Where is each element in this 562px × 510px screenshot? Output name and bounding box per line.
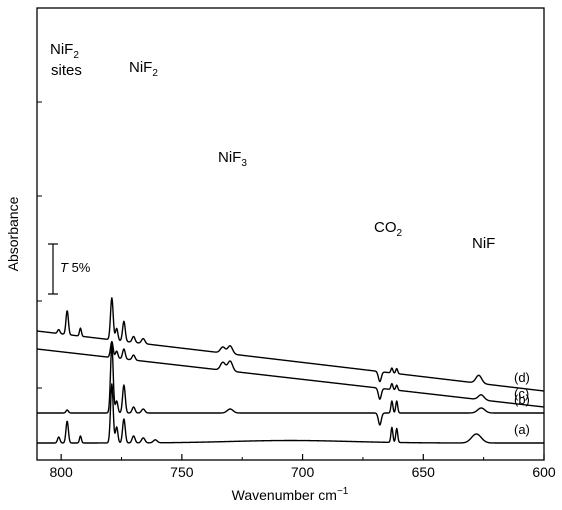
series-label-c: (c) bbox=[514, 386, 529, 401]
annotation-nif3: NiF3 bbox=[218, 149, 247, 169]
x-tick-label: 650 bbox=[412, 464, 436, 480]
axis-ticks: 800 750 700 650 600 bbox=[37, 101, 556, 480]
transmittance-scale-bar: T 5% bbox=[48, 243, 91, 295]
spectrum-line-d bbox=[36, 297, 544, 392]
annotation-co2: CO2 bbox=[374, 219, 403, 239]
series-label-d: (d) bbox=[514, 370, 530, 385]
svg-text:NiF3: NiF3 bbox=[218, 149, 247, 169]
x-tick-label: 750 bbox=[170, 464, 194, 480]
spectrum-line-b bbox=[36, 344, 544, 426]
svg-text:T 5%: T 5% bbox=[60, 260, 91, 275]
x-axis-label: Wavenumber cm−1 bbox=[232, 486, 349, 503]
x-tick-label: 800 bbox=[49, 464, 73, 480]
y-axis-label: Absorbance bbox=[5, 196, 21, 271]
annotation-nif2: NiF2 bbox=[129, 59, 158, 79]
svg-text:CO2: CO2 bbox=[374, 219, 403, 239]
spectrum-line-c bbox=[36, 340, 544, 408]
svg-text:NiF2: NiF2 bbox=[129, 59, 158, 79]
svg-text:NiF2: NiF2 bbox=[50, 41, 79, 61]
annotation-nif: NiF bbox=[472, 235, 495, 252]
peak-annotations: NiF2 sites NiF2 NiF3 CO2 NiF bbox=[50, 41, 495, 252]
series-labels: (a) (b)(c)(d) bbox=[514, 370, 530, 437]
plot-frame bbox=[36, 7, 545, 461]
svg-text:NiF: NiF bbox=[472, 235, 495, 252]
spectra-lines bbox=[36, 297, 544, 444]
svg-text:Wavenumber cm−1: Wavenumber cm−1 bbox=[232, 486, 349, 503]
x-tick-label: 600 bbox=[532, 464, 556, 480]
series-label-b: (b) bbox=[514, 392, 530, 407]
annotation-nif2-sites: NiF2 sites bbox=[50, 41, 82, 79]
series-label-a: (a) bbox=[514, 422, 530, 437]
x-tick-label: 700 bbox=[291, 464, 315, 480]
spectrum-line-a bbox=[36, 383, 544, 444]
svg-text:sites: sites bbox=[51, 62, 82, 79]
